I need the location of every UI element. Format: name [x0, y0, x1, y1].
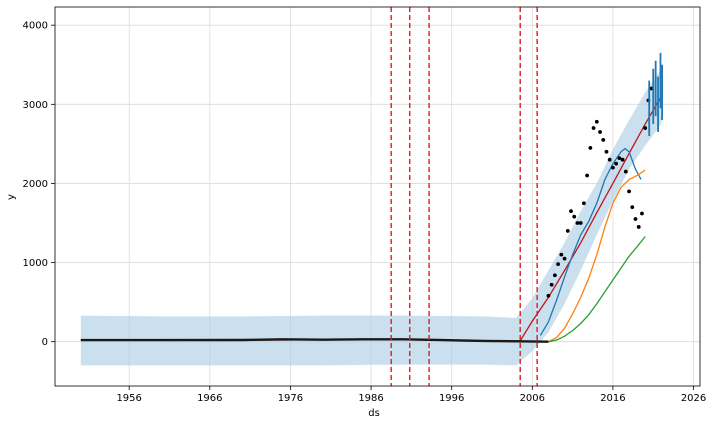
x-tick-label: 1976	[278, 393, 303, 404]
data-point	[604, 149, 609, 154]
y-tick-label: 1000	[23, 258, 48, 269]
data-point	[627, 189, 631, 194]
data-point	[623, 169, 628, 174]
data-point	[607, 157, 612, 162]
data-point	[591, 126, 596, 130]
data-point	[546, 293, 551, 298]
uncertainty-band	[80, 68, 662, 366]
data-point	[594, 119, 599, 124]
plot-frame	[54, 6, 701, 387]
x-tick-label: 1966	[197, 393, 222, 404]
data-point	[582, 201, 586, 206]
data-point	[630, 205, 635, 210]
x-tick-label: 2026	[681, 393, 706, 404]
x-axis: 1956 1966 1976 1986 1996 2006 2016 2026	[116, 386, 706, 404]
data-point	[572, 214, 577, 219]
data-point	[633, 217, 638, 221]
data-point	[643, 126, 648, 130]
data-point	[614, 161, 619, 166]
plot-area	[80, 7, 664, 386]
series-line	[539, 147, 642, 336]
y-axis: 0 1000 2000 3000 4000	[23, 21, 55, 348]
data-point	[588, 145, 593, 150]
x-tick-label: 1996	[439, 393, 464, 404]
series-line	[80, 338, 549, 343]
data-point	[636, 225, 641, 229]
data-point	[617, 156, 622, 161]
series-line	[548, 169, 646, 343]
y-tick-label: 4000	[23, 21, 48, 32]
data-point	[640, 211, 644, 216]
series-line	[451, 236, 646, 343]
data-point	[562, 256, 567, 261]
data-point	[598, 130, 602, 134]
x-axis-label: ds	[368, 408, 380, 419]
y-axis-label: y	[6, 194, 17, 200]
y-tick-label: 2000	[23, 179, 48, 190]
data-point	[559, 252, 564, 257]
x-tick-label: 1986	[358, 393, 383, 404]
data-point	[549, 282, 554, 287]
data-point	[601, 138, 606, 142]
x-tick-label: 2016	[600, 393, 625, 404]
x-tick-label: 2006	[520, 393, 545, 404]
data-point	[556, 262, 560, 267]
data-point	[575, 221, 580, 225]
data-point	[611, 165, 615, 170]
y-tick-label: 0	[42, 337, 48, 348]
y-tick-label: 3000	[23, 100, 48, 111]
data-point	[569, 209, 573, 214]
data-point	[578, 221, 583, 225]
data-point	[552, 273, 557, 278]
data-point	[585, 173, 590, 178]
x-tick-label: 1956	[116, 393, 141, 404]
data-point	[565, 229, 570, 233]
data-point	[620, 157, 625, 162]
